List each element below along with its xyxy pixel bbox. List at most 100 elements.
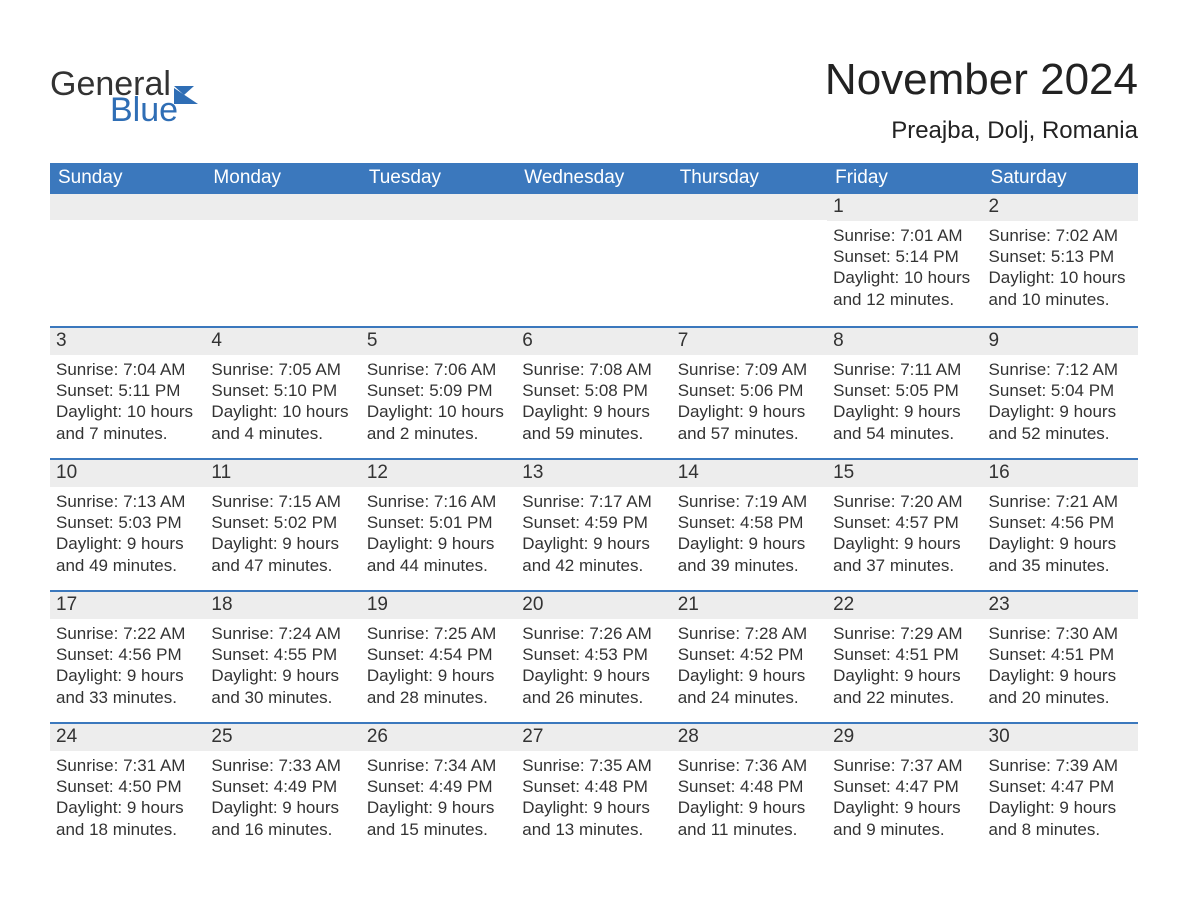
empty-day	[672, 194, 827, 220]
day-number: 6	[516, 328, 671, 355]
logo-text-bottom: Blue	[110, 93, 178, 127]
sunset-text: Sunset: 5:11 PM	[56, 380, 199, 401]
sunset-text: Sunset: 5:03 PM	[56, 512, 199, 533]
sunset-text: Sunset: 4:47 PM	[989, 776, 1132, 797]
daylight-text-1: Daylight: 9 hours	[833, 797, 976, 818]
calendar-cell: 16Sunrise: 7:21 AMSunset: 4:56 PMDayligh…	[983, 460, 1138, 590]
daylight-text-1: Daylight: 9 hours	[989, 665, 1132, 686]
sunrise-text: Sunrise: 7:15 AM	[211, 491, 354, 512]
calendar-cell: 6Sunrise: 7:08 AMSunset: 5:08 PMDaylight…	[516, 328, 671, 458]
calendar-cell: 24Sunrise: 7:31 AMSunset: 4:50 PMDayligh…	[50, 724, 205, 854]
daylight-text-2: and 7 minutes.	[56, 423, 199, 444]
day-detail: Sunrise: 7:29 AMSunset: 4:51 PMDaylight:…	[827, 619, 982, 708]
daylight-text-1: Daylight: 9 hours	[522, 665, 665, 686]
day-number: 18	[205, 592, 360, 619]
calendar-cell: 11Sunrise: 7:15 AMSunset: 5:02 PMDayligh…	[205, 460, 360, 590]
daylight-text-1: Daylight: 9 hours	[367, 665, 510, 686]
day-detail: Sunrise: 7:09 AMSunset: 5:06 PMDaylight:…	[672, 355, 827, 444]
daylight-text-1: Daylight: 9 hours	[678, 533, 821, 554]
weekday-header: Thursday	[672, 163, 827, 194]
day-number: 30	[983, 724, 1138, 751]
calendar-header-row: SundayMondayTuesdayWednesdayThursdayFrid…	[50, 163, 1138, 194]
day-number: 28	[672, 724, 827, 751]
sunrise-text: Sunrise: 7:33 AM	[211, 755, 354, 776]
sunset-text: Sunset: 4:57 PM	[833, 512, 976, 533]
calendar-cell: 21Sunrise: 7:28 AMSunset: 4:52 PMDayligh…	[672, 592, 827, 722]
empty-day	[361, 194, 516, 220]
day-number: 24	[50, 724, 205, 751]
sunset-text: Sunset: 5:04 PM	[989, 380, 1132, 401]
calendar-cell: 25Sunrise: 7:33 AMSunset: 4:49 PMDayligh…	[205, 724, 360, 854]
sunrise-text: Sunrise: 7:17 AM	[522, 491, 665, 512]
daylight-text-1: Daylight: 10 hours	[211, 401, 354, 422]
calendar-cell	[205, 194, 360, 326]
calendar-cell: 19Sunrise: 7:25 AMSunset: 4:54 PMDayligh…	[361, 592, 516, 722]
sunset-text: Sunset: 4:56 PM	[56, 644, 199, 665]
day-number: 17	[50, 592, 205, 619]
sunset-text: Sunset: 4:54 PM	[367, 644, 510, 665]
day-number: 8	[827, 328, 982, 355]
daylight-text-1: Daylight: 9 hours	[833, 401, 976, 422]
calendar-cell: 8 Sunrise: 7:11 AMSunset: 5:05 PMDaylight…	[827, 328, 982, 458]
daylight-text-1: Daylight: 9 hours	[833, 533, 976, 554]
daylight-text-2: and 42 minutes.	[522, 555, 665, 576]
calendar-cell: 9Sunrise: 7:12 AMSunset: 5:04 PMDaylight…	[983, 328, 1138, 458]
weekday-header: Monday	[205, 163, 360, 194]
day-number: 23	[983, 592, 1138, 619]
calendar-body: 1Sunrise: 7:01 AMSunset: 5:14 PMDaylight…	[50, 194, 1138, 854]
weekday-header: Saturday	[983, 163, 1138, 194]
day-number: 7	[672, 328, 827, 355]
sunset-text: Sunset: 5:02 PM	[211, 512, 354, 533]
daylight-text-2: and 13 minutes.	[522, 819, 665, 840]
day-detail: Sunrise: 7:15 AMSunset: 5:02 PMDaylight:…	[205, 487, 360, 576]
sunset-text: Sunset: 4:51 PM	[833, 644, 976, 665]
calendar-cell: 15Sunrise: 7:20 AMSunset: 4:57 PMDayligh…	[827, 460, 982, 590]
calendar-cell	[361, 194, 516, 326]
sunset-text: Sunset: 4:52 PM	[678, 644, 821, 665]
daylight-text-2: and 20 minutes.	[989, 687, 1132, 708]
sunset-text: Sunset: 5:01 PM	[367, 512, 510, 533]
sunrise-text: Sunrise: 7:37 AM	[833, 755, 976, 776]
calendar-table: SundayMondayTuesdayWednesdayThursdayFrid…	[50, 163, 1138, 854]
daylight-text-2: and 57 minutes.	[678, 423, 821, 444]
day-number: 26	[361, 724, 516, 751]
calendar-cell: 2Sunrise: 7:02 AMSunset: 5:13 PMDaylight…	[983, 194, 1138, 326]
daylight-text-2: and 18 minutes.	[56, 819, 199, 840]
calendar-cell: 14Sunrise: 7:19 AMSunset: 4:58 PMDayligh…	[672, 460, 827, 590]
page-subtitle: Preajba, Dolj, Romania	[825, 117, 1138, 145]
sunrise-text: Sunrise: 7:11 AM	[833, 359, 976, 380]
sunset-text: Sunset: 4:51 PM	[989, 644, 1132, 665]
day-number: 10	[50, 460, 205, 487]
empty-day	[50, 194, 205, 220]
daylight-text-1: Daylight: 9 hours	[56, 797, 199, 818]
sunset-text: Sunset: 5:09 PM	[367, 380, 510, 401]
calendar-cell: 26Sunrise: 7:34 AMSunset: 4:49 PMDayligh…	[361, 724, 516, 854]
daylight-text-1: Daylight: 10 hours	[833, 267, 976, 288]
calendar-cell: 1Sunrise: 7:01 AMSunset: 5:14 PMDaylight…	[827, 194, 982, 326]
daylight-text-2: and 35 minutes.	[989, 555, 1132, 576]
sunset-text: Sunset: 5:08 PM	[522, 380, 665, 401]
calendar-cell: 12Sunrise: 7:16 AMSunset: 5:01 PMDayligh…	[361, 460, 516, 590]
daylight-text-2: and 44 minutes.	[367, 555, 510, 576]
daylight-text-1: Daylight: 10 hours	[56, 401, 199, 422]
day-detail: Sunrise: 7:37 AMSunset: 4:47 PMDaylight:…	[827, 751, 982, 840]
daylight-text-1: Daylight: 10 hours	[367, 401, 510, 422]
calendar-cell: 20Sunrise: 7:26 AMSunset: 4:53 PMDayligh…	[516, 592, 671, 722]
sunset-text: Sunset: 5:05 PM	[833, 380, 976, 401]
sunrise-text: Sunrise: 7:31 AM	[56, 755, 199, 776]
sunrise-text: Sunrise: 7:34 AM	[367, 755, 510, 776]
weekday-header: Tuesday	[361, 163, 516, 194]
daylight-text-1: Daylight: 9 hours	[989, 533, 1132, 554]
daylight-text-1: Daylight: 9 hours	[678, 401, 821, 422]
empty-day	[205, 194, 360, 220]
daylight-text-1: Daylight: 9 hours	[211, 797, 354, 818]
day-number: 21	[672, 592, 827, 619]
day-number: 27	[516, 724, 671, 751]
calendar-cell: 23Sunrise: 7:30 AMSunset: 4:51 PMDayligh…	[983, 592, 1138, 722]
calendar-cell: 4Sunrise: 7:05 AMSunset: 5:10 PMDaylight…	[205, 328, 360, 458]
day-detail: Sunrise: 7:39 AMSunset: 4:47 PMDaylight:…	[983, 751, 1138, 840]
day-detail: Sunrise: 7:19 AMSunset: 4:58 PMDaylight:…	[672, 487, 827, 576]
calendar-week: 1Sunrise: 7:01 AMSunset: 5:14 PMDaylight…	[50, 194, 1138, 326]
daylight-text-2: and 33 minutes.	[56, 687, 199, 708]
calendar-week: 17Sunrise: 7:22 AMSunset: 4:56 PMDayligh…	[50, 590, 1138, 722]
